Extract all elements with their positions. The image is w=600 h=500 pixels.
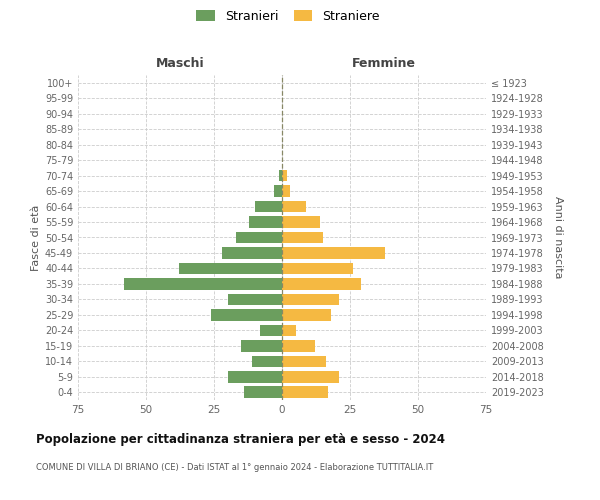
Bar xyxy=(282,340,314,351)
Bar xyxy=(282,200,307,212)
Bar xyxy=(282,262,353,274)
Bar xyxy=(282,278,361,289)
Text: Maschi: Maschi xyxy=(155,57,205,70)
Y-axis label: Fasce di età: Fasce di età xyxy=(31,204,41,270)
Bar xyxy=(282,170,287,181)
Bar xyxy=(282,247,385,259)
Bar xyxy=(260,324,282,336)
Bar xyxy=(282,309,331,320)
Bar xyxy=(227,294,282,305)
Legend: Stranieri, Straniere: Stranieri, Straniere xyxy=(193,6,383,26)
Bar xyxy=(241,340,282,351)
Bar xyxy=(124,278,282,289)
Bar xyxy=(282,294,339,305)
Bar xyxy=(274,186,282,197)
Bar xyxy=(179,262,282,274)
Bar xyxy=(236,232,282,243)
Bar xyxy=(244,386,282,398)
Bar xyxy=(250,216,282,228)
Bar xyxy=(282,356,326,367)
Bar xyxy=(252,356,282,367)
Bar xyxy=(282,186,290,197)
Text: COMUNE DI VILLA DI BRIANO (CE) - Dati ISTAT al 1° gennaio 2024 - Elaborazione TU: COMUNE DI VILLA DI BRIANO (CE) - Dati IS… xyxy=(36,462,433,471)
Bar xyxy=(227,371,282,382)
Bar xyxy=(282,232,323,243)
Text: Femmine: Femmine xyxy=(352,57,416,70)
Bar xyxy=(279,170,282,181)
Y-axis label: Anni di nascita: Anni di nascita xyxy=(553,196,563,279)
Bar xyxy=(282,371,339,382)
Bar xyxy=(222,247,282,259)
Bar xyxy=(282,386,328,398)
Bar xyxy=(255,200,282,212)
Bar xyxy=(211,309,282,320)
Bar xyxy=(282,216,320,228)
Bar xyxy=(282,324,296,336)
Text: Popolazione per cittadinanza straniera per età e sesso - 2024: Popolazione per cittadinanza straniera p… xyxy=(36,432,445,446)
